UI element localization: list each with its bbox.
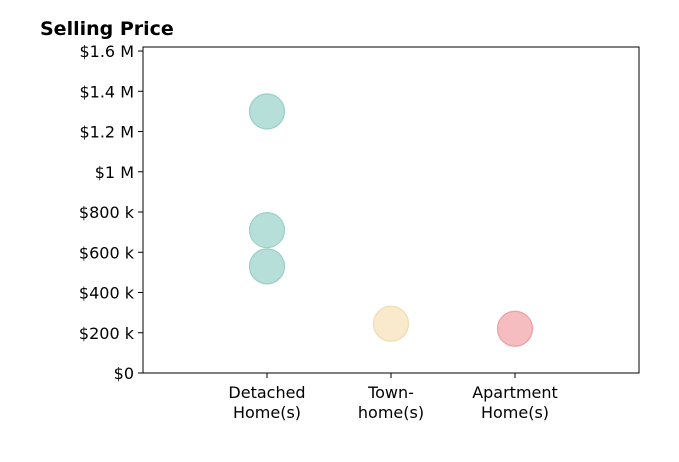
x-tick-label: Home(s) — [233, 403, 301, 422]
y-tick-label: $400 k — [79, 284, 135, 303]
data-points — [248, 93, 534, 347]
y-tick-label: $0 — [114, 364, 134, 383]
y-tick-label: $1.6 M — [79, 42, 134, 61]
x-tick-label: Home(s) — [481, 403, 549, 422]
y-tick-label: $1.4 M — [79, 82, 134, 101]
y-axis: $0 $200 k $400 k $600 k $800 k $1 M $1.2 M $1.4… — [79, 42, 143, 383]
data-point — [248, 248, 286, 285]
y-tick-label: $200 k — [79, 324, 135, 343]
data-point — [496, 310, 534, 347]
data-point — [248, 212, 286, 249]
y-tick-label: $800 k — [79, 203, 135, 222]
x-tick-label: home(s) — [358, 403, 424, 422]
x-tick-label: Town- — [367, 383, 414, 402]
data-point — [372, 305, 410, 342]
y-tick-label: $600 k — [79, 243, 135, 262]
chart-title: Selling Price — [40, 18, 174, 40]
x-axis: DetachedHome(s)Town-home(s)ApartmentHome… — [228, 373, 558, 422]
x-tick-label: Apartment — [472, 383, 558, 402]
y-tick-label: $1 M — [95, 163, 134, 182]
data-point — [248, 93, 286, 130]
y-tick-label: $1.2 M — [79, 123, 134, 142]
x-tick-label: Detached — [228, 383, 305, 402]
